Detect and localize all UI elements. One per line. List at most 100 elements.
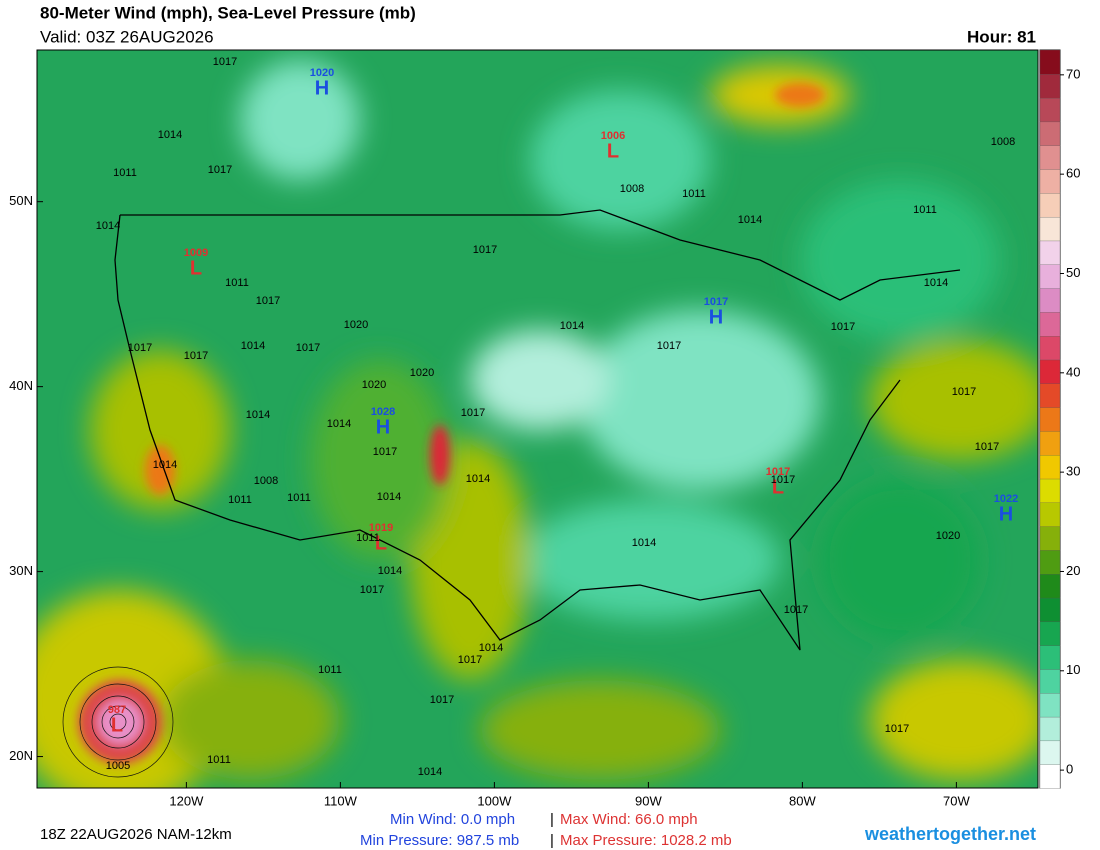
isobar-label: 1011 [913,204,937,216]
isobar-label: 1017 [373,446,397,458]
isobar-label: 1014 [241,340,265,352]
isobar-label: 1017 [256,295,280,307]
colorbar-label: 60 [1066,166,1080,181]
isobar-label: 1014 [153,459,177,471]
isobar-label: 1017 [657,340,681,352]
isobar-label: 1011 [207,754,231,766]
coastline [114,214,131,351]
colorbar-segment [1039,121,1061,146]
isobar-label: 1017 [473,244,497,256]
title: 80-Meter Wind (mph), Sea-Level Pressure … [40,3,416,22]
center-symbol: L [111,714,123,736]
colorbar-segment [1039,168,1061,194]
colorbar-segment [1039,645,1061,670]
center-symbol: L [375,532,387,554]
isobar-label: 1014 [378,565,402,577]
colorbar-segment [1039,49,1061,75]
lat-label: 40N [9,378,33,393]
colorbar-segment [1039,716,1061,742]
isobar-label: 1017 [952,386,976,398]
isobar-label: 1014 [327,418,351,430]
lon-label: 100W [477,793,512,808]
colorbar-label: 10 [1066,662,1080,677]
colorbar-segment [1039,764,1061,789]
colorbar-label: 50 [1066,265,1080,280]
isobar-label: 1008 [254,475,278,487]
colorbar-segment [1039,692,1061,718]
isobar-label: 1014 [466,473,490,485]
isobar-label: 1017 [771,474,795,486]
site-name: weathertogether.net [864,824,1036,844]
colorbar-segment [1039,573,1061,599]
center-pressure: 1017 [766,466,790,478]
center-pressure: 1022 [994,493,1018,505]
forecast-hour: Hour: 81 [967,27,1036,46]
isobar-label: 1017 [975,441,999,453]
isobar-label: 1011 [113,167,137,179]
isobar-label: 1014 [418,766,442,778]
isobar-label: 1017 [458,654,482,666]
colorbar-segment [1039,192,1061,218]
isobar-label: 1011 [287,492,311,504]
isobar-label: 1011 [682,188,706,200]
isobar-label: 1014 [158,129,182,141]
map-frame [36,49,1039,789]
center-symbol: L [190,257,202,279]
isobar-label: 1011 [356,532,380,544]
valid-time: Valid: 03Z 26AUG2026 [40,27,214,46]
lat-label: 30N [9,563,33,578]
isobar-label: 1017 [128,342,152,354]
lon-label: 80W [789,793,816,808]
isobar-label: 1014 [924,277,948,289]
isobar-label: 1008 [620,183,644,195]
colorbar-segment [1039,525,1061,551]
isobar-label: 1017 [360,584,384,596]
colorbar-segment [1039,145,1061,170]
min-pressure: Min Pressure: 987.5 mb [360,832,519,849]
center-pressure: 987 [108,704,126,716]
colorbar-label: 70 [1066,66,1080,81]
isobar-label: 1017 [213,56,237,68]
colorbar-segment [1039,359,1061,384]
colorbar-segment [1039,97,1061,123]
isobar-label: 1011 [228,494,252,506]
center-pressure: 1028 [371,406,395,418]
lon-label: 90W [635,793,662,808]
isobar-label: 1017 [784,604,808,616]
colorbar-segment [1039,502,1061,527]
lon-label: 110W [324,793,358,808]
separator: | [550,832,554,849]
center-symbol: L [772,476,784,498]
center-pressure: 1020 [310,67,334,79]
colorbar-segment [1039,383,1061,408]
isobar-label: 1014 [632,537,656,549]
max-pressure: Max Pressure: 1028.2 mb [560,832,732,849]
center-symbol: H [709,306,723,328]
isobar-label: 1017 [184,350,208,362]
colorbar-segment [1039,311,1061,337]
isobar-label: 1017 [831,321,855,333]
lat-label: 50N [9,193,33,208]
wind-field [37,60,1038,788]
isobar-label: 1017 [296,342,320,354]
colorbar-segment [1039,454,1061,480]
coastline [120,209,961,651]
center-pressure: 1006 [601,130,625,142]
colorbar-segment [1039,264,1061,289]
isobar-label: 1014 [377,491,401,503]
colorbar-segment [1039,621,1061,646]
center-symbol: L [607,140,619,162]
separator: | [550,811,554,828]
colorbar-segment [1039,406,1061,432]
lat-label: 20N [9,748,33,763]
map [37,50,1038,788]
model-run: 18Z 22AUG2026 NAM-12km [40,826,232,843]
colorbar-segment [1039,287,1061,313]
colorbar-segment [1039,668,1061,694]
center-symbol: H [999,503,1013,525]
isobar-label: 1014 [479,642,503,654]
isobar-label: 1005 [106,760,130,772]
wind-maxima [78,83,825,764]
colorbar-segment [1039,740,1061,765]
isobar-label: 1008 [991,136,1015,148]
